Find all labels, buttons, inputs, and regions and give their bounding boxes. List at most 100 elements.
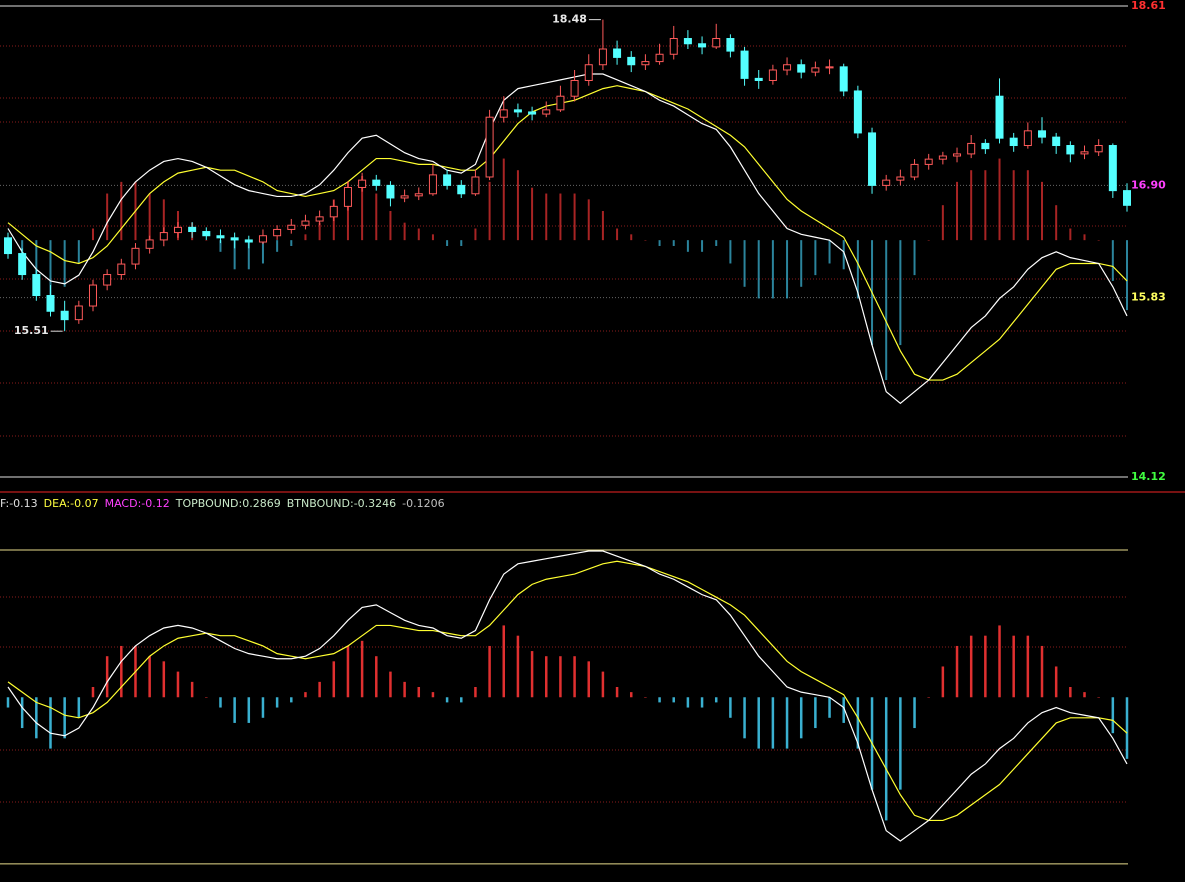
candle-body (556, 95, 565, 111)
macd-bar (1125, 697, 1129, 759)
macd-panel (0, 549, 1129, 865)
macd-bar (686, 240, 689, 252)
macd-bar (984, 170, 987, 241)
macd-bar (785, 697, 789, 749)
macd-bar (927, 240, 930, 241)
candle-body (301, 220, 310, 226)
macd-bar (969, 635, 973, 698)
macd-bar (616, 228, 619, 241)
macd-bar (120, 181, 123, 241)
candle-body (882, 179, 891, 186)
candle-body (329, 205, 338, 218)
candle-body (698, 43, 707, 48)
macd-bar (715, 240, 718, 246)
indicator-name: BTNBOUND: (287, 497, 354, 510)
candle-body (173, 226, 182, 234)
candle-body (938, 155, 947, 160)
macd-bar (842, 240, 845, 270)
macd-bar (729, 697, 732, 718)
macd-bar (559, 193, 562, 241)
candle-body (825, 66, 834, 69)
candle-body (1123, 190, 1131, 206)
candle-body (343, 186, 352, 207)
macd-bar (219, 240, 222, 252)
macd-bar (261, 240, 264, 264)
macd-bar (375, 656, 378, 698)
macd-bar (545, 656, 548, 698)
macd-bar (1012, 170, 1015, 241)
macd-bar (743, 240, 746, 287)
macd-bar (417, 687, 421, 698)
candle-body (740, 50, 749, 79)
macd-bar (403, 681, 406, 698)
candle-body (386, 184, 395, 199)
macd-bar (1097, 697, 1100, 698)
indicator-overlay (7, 73, 1128, 405)
candle-body (188, 226, 197, 233)
candle-body (570, 79, 579, 97)
macd-bar (106, 193, 109, 241)
candle-body (287, 224, 296, 230)
candle-body (457, 184, 466, 195)
macd-bar (800, 240, 803, 287)
macd-bar (828, 240, 831, 264)
candle-body (754, 77, 763, 81)
macd-bar (488, 645, 491, 698)
annotation: 18.48 (552, 13, 587, 26)
macd-bar (91, 228, 94, 241)
macd-bar (318, 681, 321, 698)
macd-bar (587, 199, 590, 241)
candle-body (32, 274, 41, 297)
macd-bar (389, 671, 392, 698)
candle-body (358, 179, 367, 188)
candle-body (924, 158, 933, 165)
macd-bar (743, 697, 746, 739)
candle-body (953, 153, 962, 157)
macd-bar (247, 697, 251, 723)
macd-bar (233, 697, 236, 723)
macd-bar (530, 651, 534, 698)
macd-bar (998, 158, 1001, 241)
candle-body (513, 109, 522, 113)
candle-body (839, 66, 848, 92)
dif-line (7, 73, 1128, 405)
candle-body (712, 38, 721, 48)
candle-body (868, 132, 877, 186)
macd-bar (389, 211, 392, 241)
macd-bar (629, 692, 633, 698)
indicator-value: -0.1206 (402, 497, 444, 510)
macd-bar (1111, 240, 1114, 281)
macd-bar (474, 687, 477, 698)
y-tick-label: 14.12 (1131, 470, 1166, 483)
candle-body (400, 195, 409, 199)
macd-bar (941, 666, 945, 698)
candle-body (528, 111, 537, 115)
macd-bar (672, 697, 675, 703)
macd-bar (672, 240, 675, 246)
macd-bar (219, 697, 222, 708)
candle-body (202, 231, 211, 237)
macd-bar (20, 697, 24, 729)
macd-bar (275, 697, 279, 708)
macd-bar (913, 240, 916, 276)
macd-bar (35, 240, 38, 287)
macd-bar (771, 240, 774, 299)
annotation: 15.51 (14, 324, 49, 337)
macd-bar (899, 697, 902, 790)
macd-bar (531, 187, 534, 241)
macd-bar (601, 211, 604, 241)
macd-bar (516, 170, 519, 241)
macd-bar (828, 697, 831, 718)
macd-bar (446, 240, 449, 246)
candle-body (768, 69, 777, 81)
candle-body (981, 142, 990, 150)
macd-bar (799, 697, 803, 739)
macd-bar (630, 234, 633, 241)
macd-bar (445, 697, 449, 703)
candle-body (485, 116, 494, 178)
candle-body (811, 67, 820, 73)
macd-bar (431, 234, 434, 241)
macd-bar (1026, 170, 1029, 241)
